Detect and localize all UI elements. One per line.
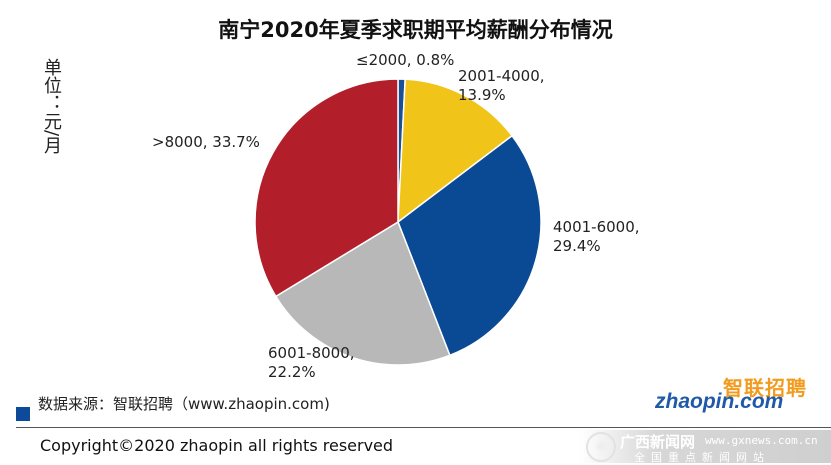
copyright-text: Copyright©2020 zhaopin all rights reserv… xyxy=(40,436,394,455)
source-note: 数据来源：智联招聘（www.zhaopin.com) xyxy=(38,395,330,413)
pie-slice-4001-6000 xyxy=(397,134,542,357)
logo-bottom-text: zhaopin.com xyxy=(655,390,784,413)
pie-slice->8000 xyxy=(254,78,399,298)
watermark-url: www.gxnews.com.cn xyxy=(705,434,818,447)
slice-label-2001-4000: 2001-4000, 13.9% xyxy=(458,67,545,104)
watermark-main: 广西新闻网 xyxy=(620,433,696,451)
slice-label-≤2000: ≤2000, 0.8% xyxy=(356,51,454,69)
divider xyxy=(16,427,831,428)
slice-label-4001-6000: 4001-6000, 29.4% xyxy=(553,218,640,255)
logo-top-text: 智联招聘 xyxy=(723,376,807,400)
watermark-eye-icon: ◉ xyxy=(586,432,616,462)
watermark-sub: 全国重点新闻网站 xyxy=(634,451,770,464)
unit-note: 单位：元/月 xyxy=(41,58,62,155)
legend-square-icon xyxy=(16,407,30,421)
pie-slice-6001-8000 xyxy=(274,220,451,366)
zhaopin-logo: 智联招聘 zhaopin.com xyxy=(655,372,815,413)
watermark: ◉ 广西新闻网 www.gxnews.com.cn 全国重点新闻网站 xyxy=(580,430,831,464)
slice-label->8000: >8000, 33.7% xyxy=(152,133,260,151)
chart-title: 南宁2020年夏季求职期平均薪酬分布情况 xyxy=(218,18,613,42)
slice-label-6001-8000: 6001-8000, 22.2% xyxy=(268,344,355,381)
pie-slice-2001-4000 xyxy=(397,78,514,224)
